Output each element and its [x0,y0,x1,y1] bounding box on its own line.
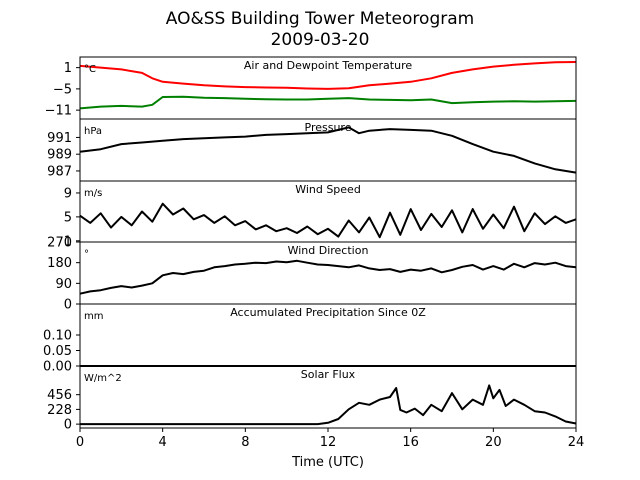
precipitation-unit-label: mm [84,311,103,322]
solar-flux-unit-label: W/m^2 [84,373,122,384]
solar-flux-series-line-0 [80,384,577,426]
precipitation-title: Accumulated Precipitation Since 0Z [230,306,426,319]
pressure-title: Pressure [305,121,352,134]
wind-speed-series-line-0 [79,202,577,239]
temperature-title: Air and Dewpoint Temperature [244,59,412,72]
chart-title-line1: AO&SS Building Tower Meteorogram [166,9,474,29]
precipitation-ytick-label: 0.05 [43,344,72,359]
x-axis-label: Time (UTC) [291,455,364,470]
wind-speed-title: Wind Speed [295,183,361,196]
solar-flux-title: Solar Flux [301,368,356,381]
wind-direction-ytick-label: 270 [47,236,72,251]
pressure-unit-label: hPa [84,126,102,137]
panel-temperature: 1 −5 −11 Air and Dewpoint Temperature °C [45,56,577,120]
precipitation-ytick-label: 0.10 [43,329,72,344]
x-tick-label: 12 [320,435,337,450]
temperature-unit-label: °C [84,64,96,75]
pressure-series-line-0 [79,126,577,174]
panel-wind-speed: 9 5 1 Wind Speed m/s [64,180,577,249]
solar-flux-ytick-label: 0 [64,418,72,433]
panel-wind-direction: 270 180 90 0 Wind Direction ° [47,236,577,313]
temperature-ytick-label: 1 [64,61,72,76]
solar-flux-ytick-label: 456 [47,388,72,403]
pressure-ytick-label: 987 [47,164,72,179]
x-tick-label: 24 [568,435,585,450]
temperature-ytick-label: −5 [53,82,72,97]
x-tick-label: 20 [485,435,502,450]
temperature-ytick-label: −11 [45,104,72,119]
wind-speed-ytick-label: 9 [64,186,72,201]
wind-direction-title: Wind Direction [288,244,369,257]
x-tick-label: 0 [76,435,84,450]
pressure-ytick-label: 991 [47,131,72,146]
panel-precipitation: 0.100.050.00 Accumulated Precipitation Si… [43,303,577,375]
wind-direction-ytick-label: 90 [55,277,72,292]
wind-speed-unit-label: m/s [84,188,102,199]
x-axis: 0 4 8 12 16 20 24 [76,428,584,450]
x-tick-label: 4 [159,435,167,450]
temperature-series-line-1 [79,95,577,110]
wind-speed-ytick-label: 1 [64,234,72,249]
x-tick-label: 16 [402,435,419,450]
precipitation-ytick-label: 0.00 [43,360,72,375]
temperature-series-line-0 [79,61,577,90]
wind-direction-unit-label: ° [84,249,89,260]
chart-title-line2: 2009-03-20 [271,30,370,50]
pressure-ytick-label: 989 [47,148,72,163]
wind-speed-ytick-label: 5 [64,210,72,225]
wind-direction-ytick-label: 180 [47,256,72,271]
solar-flux-ytick-label: 228 [47,403,72,418]
x-tick-label: 8 [241,435,249,450]
wind-direction-ytick-label: 0 [64,298,72,313]
wind-direction-series-line-0 [79,259,577,295]
